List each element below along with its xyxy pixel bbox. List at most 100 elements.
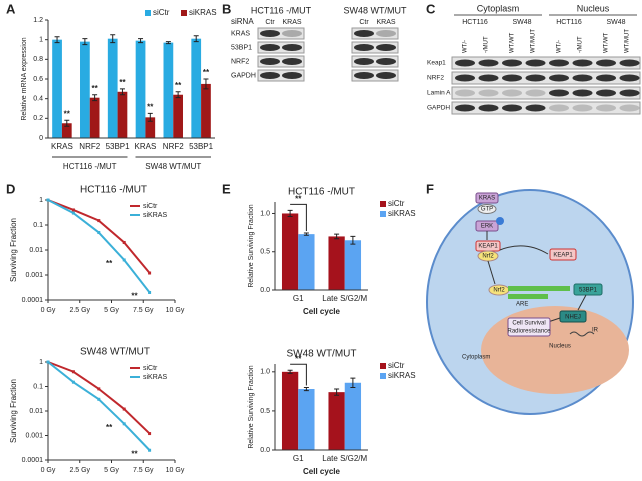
- blot-band: [354, 30, 374, 37]
- x-tick-label: G1: [293, 294, 304, 303]
- point: [148, 271, 152, 275]
- lane-label: WT/WT: [510, 32, 516, 53]
- chart-title: HCT116 -/MUT: [80, 185, 147, 196]
- blot-band: [525, 59, 546, 67]
- chart-title: HCT116 -/MUT: [288, 187, 355, 198]
- node-box: [475, 192, 499, 204]
- row-label: NRF2: [231, 58, 249, 65]
- group-label: HCT116 -/MUT: [63, 162, 117, 171]
- pathway-diagram: KRAS GTP ERK KEAP1 Nrf2 KEAP1 Nrf2 ARE 5…: [426, 189, 634, 415]
- significance: **: [175, 81, 182, 90]
- line: [47, 199, 151, 294]
- legend-swatch: [380, 211, 386, 217]
- significance: **: [119, 78, 126, 87]
- error-bar: [175, 91, 181, 99]
- point: [71, 211, 75, 215]
- phospho: [496, 217, 504, 225]
- blot-band: [502, 89, 522, 97]
- x-tick-label: 5 Gy: [104, 467, 119, 474]
- legend-label: siCtr: [143, 203, 158, 210]
- line: [47, 361, 151, 435]
- bar: [298, 389, 315, 450]
- point: [71, 370, 75, 374]
- node-box: [507, 317, 551, 337]
- node-label: ERK: [481, 224, 493, 230]
- blot-strip: [351, 55, 399, 68]
- significance: **: [106, 259, 113, 268]
- point: [148, 448, 152, 452]
- bar: [328, 392, 345, 450]
- x-tick-label: 2.5 Gy: [69, 307, 90, 314]
- blot-band: [478, 59, 499, 67]
- blot-band: [549, 74, 569, 82]
- legend-label: siCtr: [388, 361, 405, 370]
- blot-title: SW48 WT/MUT: [344, 5, 407, 15]
- blot-band: [282, 30, 302, 37]
- point: [46, 198, 50, 202]
- point: [97, 387, 101, 391]
- lane-label: -/MUT: [578, 36, 584, 53]
- x-tick-label: 53BP1: [189, 142, 214, 151]
- bar: [145, 117, 156, 138]
- bar: [173, 94, 183, 138]
- significance: **: [295, 195, 302, 204]
- panel-label: C: [426, 1, 436, 16]
- blot-band: [619, 74, 640, 82]
- x-tick-label: 7.5 Gy: [133, 307, 154, 314]
- y-tick-label: 0.0: [260, 287, 270, 294]
- node-label: Cell Survival: [512, 321, 545, 327]
- dna-helix: [569, 331, 595, 337]
- legend-label: siKRAS: [143, 374, 167, 381]
- blot-band: [376, 30, 396, 37]
- node-box: [559, 310, 587, 323]
- blot-band: [619, 104, 640, 112]
- legend-label: siKRAS: [143, 212, 167, 219]
- lane-label: Ctr: [265, 19, 275, 26]
- x-tick-label: 5 Gy: [104, 307, 119, 314]
- y-tick-label: 1: [39, 37, 43, 44]
- group-label: SW48 WT/MUT: [145, 162, 201, 171]
- error-bar: [203, 78, 209, 90]
- blot-strip: [257, 55, 305, 68]
- point: [97, 219, 101, 223]
- x-tick-label: 0 Gy: [41, 467, 56, 474]
- lane-label: WT/WT: [604, 32, 610, 53]
- panel-label: F: [426, 181, 434, 196]
- y-tick-label: 0.4: [33, 96, 43, 103]
- y-tick-label: 0.8: [33, 56, 43, 63]
- blot-strip: [351, 41, 399, 54]
- blot-band: [478, 74, 499, 82]
- blot-band: [354, 58, 374, 65]
- error-bar: [119, 88, 125, 96]
- x-tick-label: KRAS: [51, 142, 73, 151]
- y-tick-label: 0.0001: [22, 297, 44, 304]
- blot-band: [572, 104, 593, 112]
- y-tick-label: 0.1: [33, 222, 43, 229]
- blot-band: [455, 89, 475, 97]
- node-label: Cytoplasm: [462, 355, 490, 361]
- arrow: [499, 245, 549, 255]
- bar: [201, 83, 211, 138]
- blot-band: [455, 59, 475, 67]
- y-tick-label: 0.001: [25, 272, 43, 279]
- row-label: GAPDH: [427, 105, 450, 112]
- legend-swatch: [181, 10, 187, 16]
- x-tick-label: 10 Gy: [166, 307, 185, 314]
- blot-band: [455, 74, 475, 82]
- y-axis-label: Relative mRNA expression: [21, 37, 28, 120]
- arrow: [577, 294, 587, 311]
- significance: **: [131, 449, 138, 458]
- node-label: Radioresistance: [507, 329, 551, 335]
- legend-swatch: [380, 363, 386, 369]
- node-label: KEAP1: [478, 244, 498, 250]
- legend-label: siCtr: [143, 365, 158, 372]
- error-bar: [165, 41, 171, 45]
- bar: [344, 382, 362, 450]
- blot-band: [478, 104, 499, 112]
- bar: [344, 240, 362, 290]
- significance: **: [64, 109, 71, 118]
- point: [148, 432, 152, 436]
- bar: [163, 42, 174, 138]
- group-title: SW48: [606, 19, 625, 26]
